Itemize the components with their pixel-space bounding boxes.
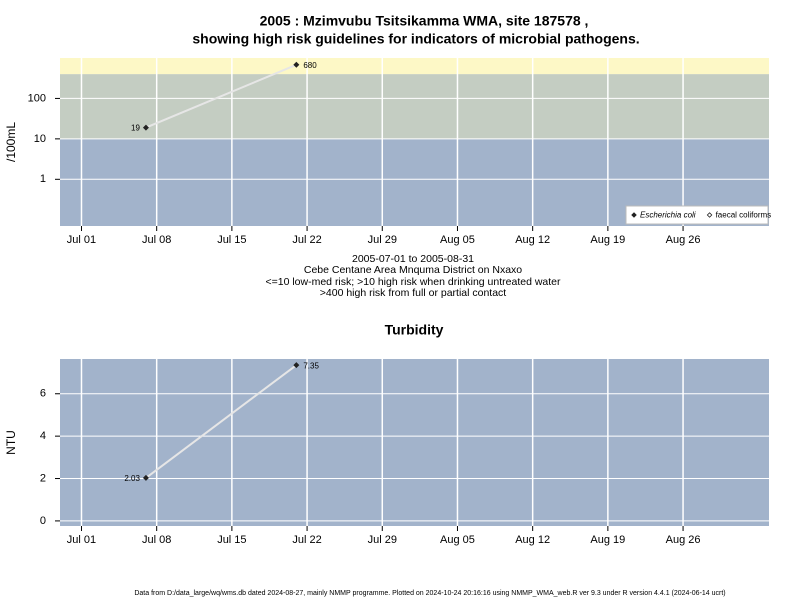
x-tick-label: Jul 08 <box>142 534 171 546</box>
x-tick-label: Aug 19 <box>590 534 625 546</box>
footer: Data from D:/data_large/wq/wms.db dated … <box>134 590 725 597</box>
x-tick-label: Jul 29 <box>368 534 397 546</box>
risk-band <box>60 58 769 75</box>
y-axis-label: NTU <box>4 430 18 455</box>
caption-line: 2005-07-01 to 2005-08-31 <box>352 253 474 265</box>
y-tick-label: 2 <box>40 472 46 484</box>
caption-line: >400 high risk from full or partial cont… <box>320 287 507 299</box>
y-tick-label: 100 <box>28 92 46 104</box>
series-line <box>145 63 297 129</box>
y-tick-label: 4 <box>40 430 46 442</box>
y-tick-label: 1 <box>40 173 46 185</box>
x-tick-label: Jul 01 <box>67 234 96 246</box>
legend-box <box>625 205 769 225</box>
x-tick-label: Jul 22 <box>292 534 321 546</box>
x-tick-label: Aug 26 <box>666 534 701 546</box>
x-tick-label: Aug 26 <box>666 234 701 246</box>
x-tick-label: Jul 15 <box>217 534 246 546</box>
series-line <box>145 364 297 479</box>
x-tick-label: Aug 05 <box>440 234 475 246</box>
y-tick-label: 6 <box>40 388 46 400</box>
x-tick-label: Jul 08 <box>142 234 171 246</box>
y-axis-label: /100mL <box>4 122 18 162</box>
value-label: 19 <box>131 124 140 133</box>
caption-line: Cebe Centane Area Mnquma District on Nxa… <box>304 264 522 276</box>
chart-title: Turbidity <box>385 322 444 338</box>
legend-label: Escherichia coli <box>640 211 696 220</box>
legend-marker <box>631 212 637 218</box>
risk-band <box>60 74 769 139</box>
x-tick-label: Jul 29 <box>368 234 397 246</box>
x-tick-label: Aug 12 <box>515 534 550 546</box>
x-tick-label: Jul 15 <box>217 234 246 246</box>
legend-marker <box>706 212 713 218</box>
caption-line: <=10 low-med risk; >10 high risk when dr… <box>265 276 561 288</box>
value-label: 2.03 <box>124 474 140 483</box>
title-line: 2005 : Mzimvubu Tsitsikamma WMA, site 18… <box>260 13 589 29</box>
data-point <box>142 124 149 131</box>
x-tick-label: Jul 22 <box>292 234 321 246</box>
title-line: showing high risk guidelines for indicat… <box>192 31 639 47</box>
x-tick-label: Jul 01 <box>67 534 96 546</box>
data-point <box>293 61 300 68</box>
x-tick-label: Aug 12 <box>515 234 550 246</box>
value-label: 7.35 <box>303 361 319 370</box>
y-tick-label: 10 <box>34 133 46 145</box>
x-tick-label: Aug 05 <box>440 534 475 546</box>
legend-label: faecal coliforms <box>716 211 772 220</box>
value-label: 680 <box>303 61 317 70</box>
data-point <box>293 362 300 369</box>
x-tick-label: Aug 19 <box>590 234 625 246</box>
data-point <box>142 474 149 481</box>
risk-band <box>60 359 769 526</box>
y-tick-label: 0 <box>40 515 46 527</box>
